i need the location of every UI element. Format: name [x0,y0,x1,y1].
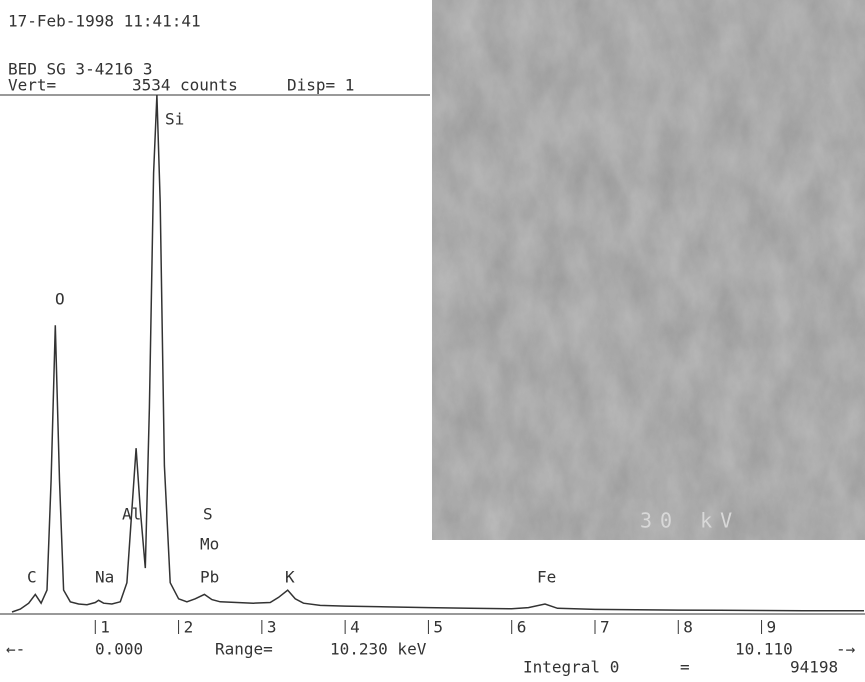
peak-label: Mo [200,535,219,554]
peak-label: S [203,505,213,524]
x-tick-label: 3 [267,618,277,637]
x-tick-label: 2 [184,618,194,637]
vert-unit: counts [180,76,238,95]
end-energy: 10.110 [735,640,793,659]
integral-value: 94198 [790,658,838,677]
peak-label: Fe [537,568,556,587]
peak-label: Al [122,505,141,524]
vert-label: Vert= [8,76,56,95]
peak-label: Pb [200,568,219,587]
disp: Disp= 1 [287,76,354,95]
peak-label: C [27,568,37,587]
peak-label: K [285,568,295,587]
sample: BED SG 3-4216 3 [8,60,153,79]
spectrum [11,94,864,613]
x-tick-label: 9 [767,618,777,637]
datetime: 17-Feb-1998 11:41:41 [8,12,201,31]
left-arrow: ←- [6,640,25,659]
range-label: Range= [215,640,273,659]
x-tick-label: 7 [600,618,610,637]
start-energy: 0.000 [95,640,143,659]
x-tick-label: 6 [517,618,527,637]
x-tick-label: 1 [100,618,110,637]
peak-label: Si [165,110,184,129]
right-arrow: -→ [836,640,856,659]
x-tick-label: 4 [350,618,360,637]
image-overlay: 30 kV [640,509,740,533]
integral-equals: = [680,658,690,677]
peak-label: O [55,290,65,309]
vert-value: 3534 [132,76,171,95]
x-tick-label: 8 [683,618,693,637]
micrograph-texture [432,0,865,540]
integral-label: Integral 0 [523,658,619,677]
peak-label: Na [95,568,114,587]
range-value: 10.230 keV [330,640,427,659]
x-tick-label: 5 [433,618,443,637]
